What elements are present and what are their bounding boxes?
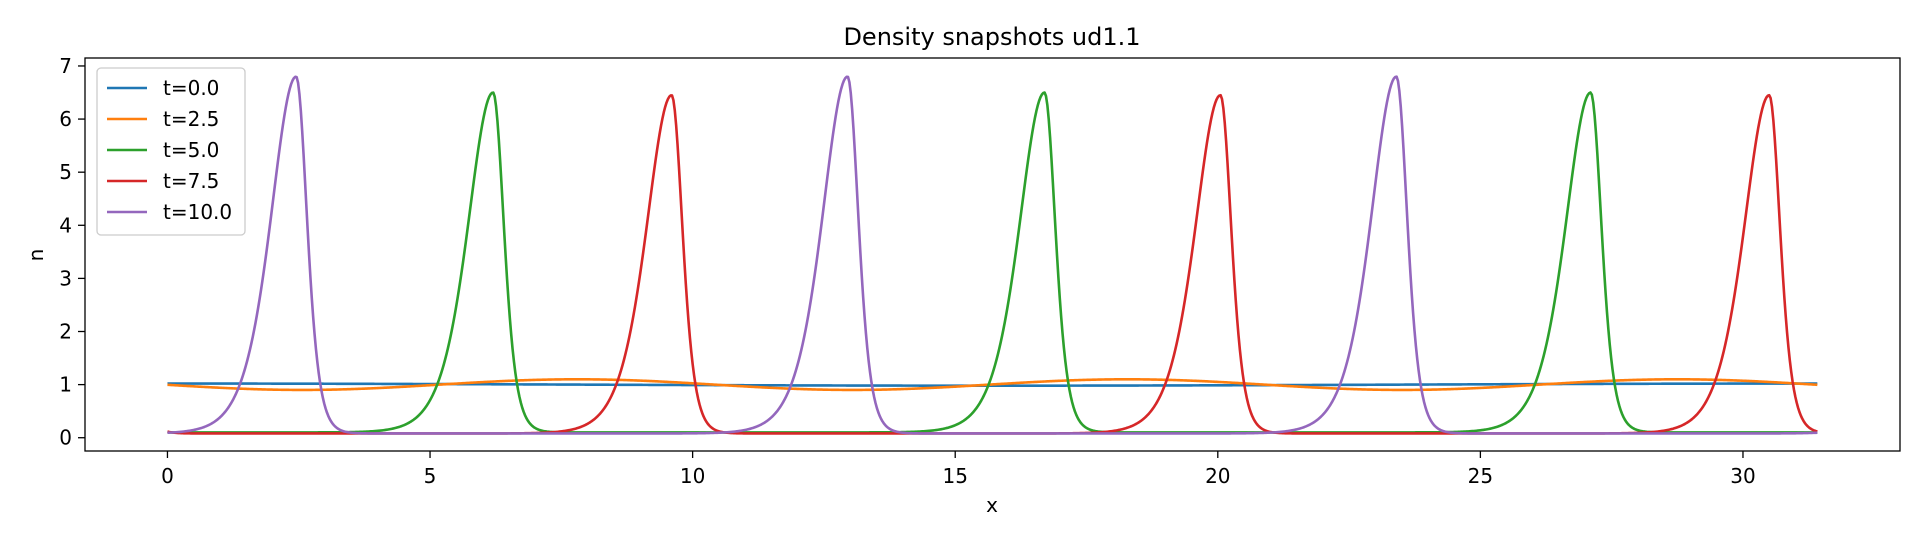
y-tick-label: 1	[59, 373, 72, 397]
y-tick-label: 2	[59, 320, 72, 344]
legend-label: t=2.5	[163, 107, 219, 131]
y-tick-label: 5	[59, 160, 72, 184]
legend-label: t=0.0	[163, 76, 219, 100]
series-line-2	[167, 378, 1818, 392]
y-tick-label: 3	[59, 266, 72, 290]
x-tick-label: 10	[680, 464, 705, 488]
y-tick-label: 0	[59, 426, 72, 450]
x-tick-label: 0	[161, 464, 174, 488]
x-tick-label: 5	[424, 464, 437, 488]
y-tick-label: 7	[59, 54, 72, 78]
legend-label: t=5.0	[163, 138, 219, 162]
y-tick-label: 6	[59, 107, 72, 131]
y-axis: 0 1 2 3 4 5 6 7	[59, 54, 85, 450]
x-tick-label: 15	[942, 464, 967, 488]
x-tick-label: 25	[1468, 464, 1493, 488]
y-axis-label: n	[24, 249, 48, 262]
x-axis: 0 5 10 15 20 25 30	[161, 451, 1756, 488]
plot-frame	[84, 57, 1901, 452]
plot-area	[84, 57, 1901, 452]
x-axis-label: x	[986, 493, 998, 517]
legend-box	[96, 67, 246, 236]
chart-title: Density snapshots ud1.1	[843, 23, 1140, 51]
series-line-5	[167, 75, 1818, 435]
legend: t=0.0 t=2.5 t=5.0 t=7.5 t=10.0	[96, 67, 246, 236]
legend-label: t=10.0	[163, 200, 232, 224]
x-tick-label: 30	[1730, 464, 1755, 488]
y-tick-label: 4	[59, 213, 72, 237]
legend-label: t=7.5	[163, 169, 219, 193]
x-tick-label: 20	[1205, 464, 1230, 488]
series-line-3	[167, 91, 1818, 434]
series-lines	[167, 75, 1818, 435]
